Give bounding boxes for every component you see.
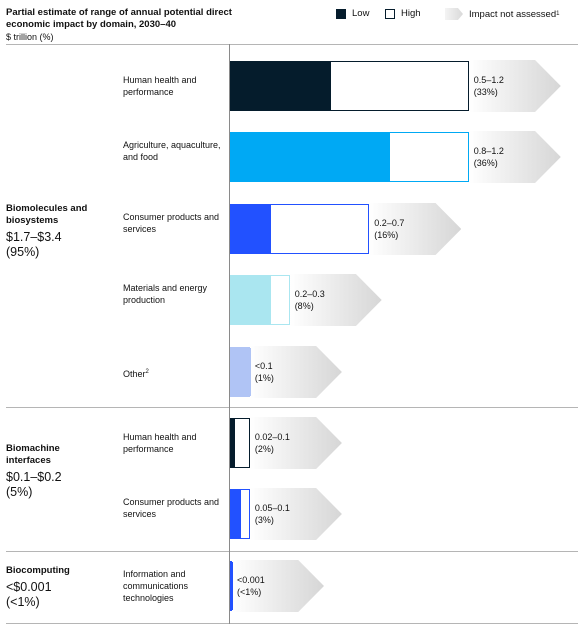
value-label: 0.02–0.1 (2%) [255,431,290,455]
bar-low [231,490,241,538]
value-label: 0.05–0.1 (3%) [255,502,290,526]
value-share: (<1%) [237,587,262,597]
value-label: 0.2–0.3 (8%) [295,288,325,312]
chart-title: Partial estimate of range of annual pote… [6,7,232,30]
value-label: <0.1 (1%) [255,360,274,384]
domain-share: (95%) [6,245,40,259]
value-share: (1%) [254,373,274,383]
category-label: Consumer products and services [123,497,220,519]
bar-high [230,275,290,325]
value-range: 0.8–1.2 [473,146,504,156]
bar-high [230,132,469,182]
value-label: 0.5–1.2 (33%) [474,74,504,98]
domain-range: <$0.001 [6,580,52,594]
value-range: <0.001 [237,575,265,585]
domain-1: Biomachine interfaces $0.1–$0.2 (5%) [6,443,106,500]
domain-range: $0.1–$0.2 [6,470,62,484]
value-label: <0.001 (<1%) [237,574,265,598]
legend-high: High [385,8,421,19]
legend-not-assessed-label: Impact not assessed [469,8,557,20]
domain-name: Biocomputing [6,565,70,576]
divider-2 [6,551,578,552]
category-label: Consumer products and services [123,212,220,234]
value-label: 0.8–1.2 (36%) [474,145,504,169]
legend-high-swatch [385,8,395,19]
bar-low [231,205,271,253]
category-label: Human health and performance [123,75,197,97]
bar-low [231,62,331,110]
divider-bottom [6,623,578,624]
value-share: (8%) [294,301,314,311]
category-label: Agriculture, aquaculture, and food [123,140,221,162]
value-range: 0.2–0.3 [294,289,325,299]
category-label: Materials and energy production [123,283,208,305]
legend-low-swatch [336,8,346,19]
legend-not-assessed-footnote: 1 [556,11,560,17]
domain-0: Biomolecules and biosystems $1.7–$3.4 (95%… [6,203,106,260]
legend-low: Low [336,8,369,19]
bar-high [230,61,469,111]
value-range: <0.1 [254,361,273,371]
value-range: 0.5–1.2 [473,75,504,85]
value-share: (2%) [254,444,274,454]
domain-share: (<1%) [6,595,40,609]
bar-high [230,489,250,539]
bar-high [230,204,370,254]
value-range: 0.2–0.7 [374,218,405,228]
value-share: (3%) [254,515,274,525]
bar-low [231,562,233,610]
bar-high [230,418,250,468]
value-range: 0.02–0.1 [254,432,290,442]
domain-name: Biomachine interfaces [6,443,60,466]
domain-name: Biomolecules and biosystems [6,203,88,226]
bar-low [231,133,391,181]
chart-subtitle: $ trillion (%) [6,32,54,42]
bar-high [230,561,233,611]
legend-not-assessed: Impact not assessed 1 [445,8,559,20]
category-footnote: 2 [145,369,149,375]
bar-low [231,348,251,396]
value-label: 0.2–0.7 (16%) [374,217,404,241]
baseline-axis [229,44,230,624]
legend-high-label: High [401,8,421,19]
domain-2: Biocomputing <$0.001 (<1%) [6,565,106,610]
bar-low [231,419,235,467]
divider-1 [6,407,578,408]
value-share: (36%) [473,158,498,168]
category-label: Information and communications technolog… [123,569,189,603]
value-share: (16%) [374,230,399,240]
bar-high [230,347,251,397]
value-share: (33%) [473,87,498,97]
category-label: Other2 [123,369,149,379]
legend-low-label: Low [352,8,370,19]
bar-low [231,276,271,324]
divider-top [6,44,578,45]
legend-not-assessed-swatch [445,8,463,20]
domain-share: (5%) [6,485,33,499]
value-range: 0.05–0.1 [254,503,290,513]
domain-range: $1.7–$3.4 [6,230,62,244]
category-label: Human health and performance [123,432,197,454]
